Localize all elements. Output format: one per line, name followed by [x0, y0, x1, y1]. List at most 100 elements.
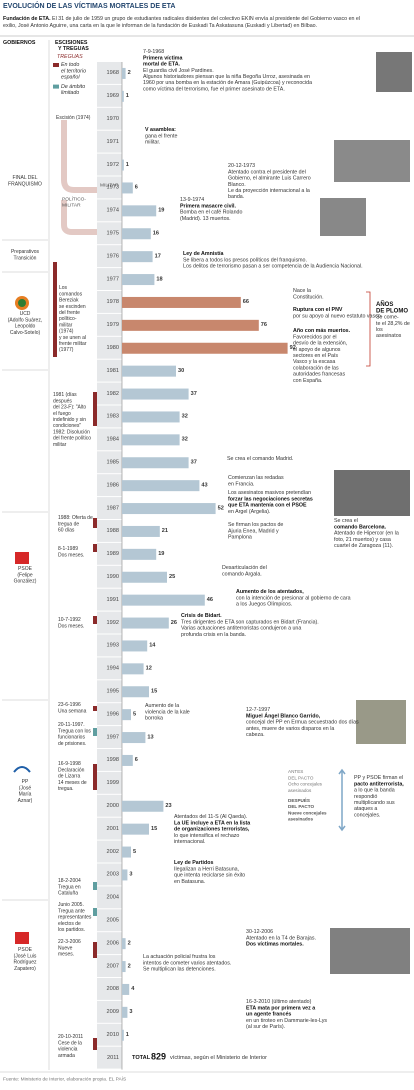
- value-label: 6: [135, 757, 138, 763]
- annotation-text: El guardia civil José Pardines.: [143, 68, 214, 74]
- annotation-text: 20-12-1973: [228, 163, 255, 169]
- bar: [122, 594, 205, 606]
- truce-label: 20-10-2011: [58, 1034, 83, 1040]
- legend-swatch: [53, 63, 59, 67]
- truce-label: de prisiones.: [58, 741, 86, 747]
- value-label: 16: [153, 230, 159, 236]
- truce-label: 20-11-1997.: [58, 722, 85, 728]
- annotation-text: DEL PACTO: [288, 804, 314, 809]
- annotation-headline: Primera masacre civil.: [180, 203, 236, 209]
- column-header: GOBIERNOS: [3, 40, 36, 46]
- truce-label: los partidos.: [58, 927, 85, 933]
- year-label: 1975: [107, 230, 119, 236]
- annotation-text: por su apoyo al nuevo estatuto vasco.: [293, 313, 382, 319]
- bar: [122, 571, 167, 583]
- annotation-text: Desarticulación del: [222, 565, 267, 571]
- year-label: 2007: [107, 963, 119, 969]
- value-label: 1: [126, 1032, 129, 1038]
- intro-text: El 31 de julio de 1959 un grupo de estud…: [51, 16, 360, 22]
- value-label: 3: [129, 1009, 132, 1015]
- value-label: 52: [218, 505, 224, 511]
- annotation-text: 12-7-1997: [246, 707, 270, 713]
- annotation-text: sectores en el País: [293, 353, 338, 359]
- truce-label: Nueve: [58, 945, 73, 951]
- annotation-text: lo que intensifica el rechazo: [174, 833, 239, 839]
- bar: [122, 1006, 128, 1018]
- value-label: 12: [146, 666, 152, 672]
- truce-label: Junio 2005.: [58, 902, 84, 908]
- truce-label: electos de: [58, 921, 81, 927]
- year-cell: [97, 107, 122, 130]
- year-label: 1991: [107, 597, 119, 603]
- logo: [15, 552, 29, 564]
- truce-label: POLÍTICO-: [62, 195, 86, 202]
- annotation-text: 30-12-2006: [246, 929, 273, 935]
- annotation-text: DEL PACTO: [288, 775, 314, 780]
- value-label: 3: [129, 872, 132, 878]
- annotation-headline: un agente francés: [246, 1012, 291, 1018]
- year-label: 1993: [107, 643, 119, 649]
- government-label: UCD: [20, 311, 31, 317]
- intro-lead: Fundación de ETA.: [3, 16, 51, 22]
- value-label: 6: [135, 185, 138, 191]
- year-label: 1970: [107, 116, 119, 122]
- value-label: 4: [131, 986, 135, 992]
- annotation-text: concejal del PP en Ermua secuestrado dos…: [246, 720, 359, 726]
- annotation-text: con España.: [293, 378, 322, 384]
- annotation-text: Se crea el: [334, 518, 358, 524]
- truce-label: armada: [58, 1053, 75, 1059]
- tregua-mark: [93, 908, 97, 916]
- value-label: 76: [261, 322, 267, 328]
- bar: [122, 663, 144, 675]
- year-cell: [97, 405, 122, 428]
- year-label: 1988: [107, 528, 119, 534]
- truce-label: (1974): [59, 329, 74, 335]
- year-cell: [97, 520, 122, 542]
- year-cell: [97, 955, 122, 977]
- year-label: 1985: [107, 459, 119, 465]
- year-label: 1979: [107, 322, 119, 328]
- bar: [122, 434, 180, 446]
- annotation-text: el apoyo de algunos: [293, 347, 341, 353]
- annotation-text: intentos de cometer varios atentados.: [143, 960, 231, 966]
- year-cell: [97, 978, 122, 1000]
- year-label: 1974: [107, 208, 119, 214]
- bar: [122, 754, 133, 766]
- government-label: PP: [22, 779, 29, 785]
- year-cell: [97, 726, 122, 748]
- photo: [334, 140, 410, 182]
- annotation-text: 1960 por una bomba en la estación de Ama…: [143, 80, 312, 86]
- government-label: Preparativos: [11, 249, 40, 255]
- year-label: 1976: [107, 253, 119, 259]
- government-label: Transición: [14, 255, 37, 261]
- year-label: 1987: [107, 505, 119, 511]
- column-header: Y TREGUAS: [58, 46, 89, 52]
- annotation-text: desvío de la extensión,: [293, 341, 347, 347]
- truce-label: 10-7-1992: [58, 617, 81, 623]
- year-label: 1998: [107, 757, 119, 763]
- split-branch: [61, 120, 98, 193]
- government-label: María: [19, 792, 32, 798]
- annotation-text: Tres dirigentes de ETA son capturados en…: [181, 619, 319, 625]
- annotation-text: te el 28,2% de: [376, 321, 410, 327]
- truce-label: funcionarios: [58, 735, 85, 741]
- annotation-text: Atentado contra el presidente del: [228, 169, 306, 175]
- year-label: 2005: [107, 917, 119, 923]
- truce-label: tregua.: [58, 786, 74, 792]
- truce-label: y se unen al: [59, 335, 86, 341]
- year-cell: [97, 909, 122, 932]
- bar: [122, 732, 146, 744]
- year-cell: [97, 932, 122, 955]
- annotation-text: con la intención de presionar al gobiern…: [236, 595, 351, 601]
- year-cell: [97, 794, 122, 817]
- annotation-text: antes, muere de varios disparos en la: [246, 726, 334, 732]
- annotation-text: que intenta reciclarse sin éxito: [174, 873, 245, 879]
- truce-label: Bereziak: [59, 298, 79, 304]
- year-cell: [97, 863, 122, 886]
- annotation-text: los: [376, 327, 383, 333]
- value-label: 13: [147, 734, 153, 740]
- year-label: 1968: [107, 70, 119, 76]
- annotation-text: Se multiplican las detenciones.: [143, 967, 216, 973]
- annotation-text: violencia de la kale: [145, 709, 190, 715]
